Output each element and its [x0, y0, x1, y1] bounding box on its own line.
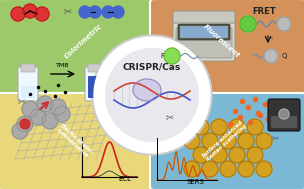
Text: Fluorescent: Fluorescent [202, 23, 240, 59]
FancyBboxPatch shape [88, 76, 102, 98]
Circle shape [202, 161, 218, 177]
Text: ✂: ✂ [271, 135, 278, 143]
FancyBboxPatch shape [18, 67, 38, 101]
Circle shape [54, 106, 70, 122]
FancyBboxPatch shape [271, 116, 297, 128]
Text: CRISPR/Cas: CRISPR/Cas [123, 63, 181, 71]
Circle shape [50, 99, 66, 115]
FancyBboxPatch shape [173, 15, 235, 61]
Circle shape [30, 109, 46, 125]
Circle shape [256, 133, 272, 149]
Circle shape [238, 133, 254, 149]
FancyBboxPatch shape [180, 26, 228, 38]
Circle shape [164, 48, 180, 64]
FancyBboxPatch shape [268, 99, 300, 131]
Circle shape [229, 119, 245, 135]
Circle shape [11, 7, 25, 21]
Circle shape [20, 119, 30, 129]
Text: ✂: ✂ [18, 96, 26, 106]
Circle shape [240, 16, 256, 32]
Circle shape [279, 109, 289, 119]
Circle shape [193, 119, 209, 135]
Circle shape [35, 7, 49, 21]
FancyBboxPatch shape [21, 86, 35, 98]
Text: ✂: ✂ [268, 36, 274, 42]
Circle shape [112, 6, 124, 18]
Circle shape [37, 96, 53, 112]
Circle shape [220, 161, 236, 177]
Circle shape [211, 147, 227, 163]
FancyBboxPatch shape [150, 93, 304, 189]
Circle shape [17, 116, 33, 132]
FancyBboxPatch shape [173, 11, 235, 23]
Circle shape [277, 17, 291, 31]
Text: Surface-enhanced
Raman scattering: Surface-enhanced Raman scattering [202, 119, 248, 163]
Circle shape [229, 147, 245, 163]
Circle shape [102, 6, 114, 18]
Circle shape [247, 119, 263, 135]
Text: TMB: TMB [56, 63, 70, 68]
FancyBboxPatch shape [21, 64, 35, 72]
FancyBboxPatch shape [178, 24, 230, 40]
Circle shape [12, 123, 28, 139]
Ellipse shape [133, 79, 161, 101]
Text: ECL: ECL [119, 176, 132, 182]
Circle shape [105, 49, 199, 141]
Text: ✂: ✂ [166, 112, 174, 122]
Circle shape [94, 37, 210, 153]
Circle shape [22, 101, 38, 117]
Text: SERS: SERS [186, 179, 204, 185]
Circle shape [238, 161, 254, 177]
Text: FRET: FRET [252, 6, 276, 15]
Circle shape [247, 147, 263, 163]
Circle shape [202, 133, 218, 149]
Circle shape [193, 147, 209, 163]
Circle shape [23, 4, 37, 18]
FancyBboxPatch shape [150, 0, 304, 96]
Circle shape [256, 161, 272, 177]
Text: ✂: ✂ [64, 6, 72, 16]
Text: Colorimetric: Colorimetric [63, 23, 103, 59]
Circle shape [184, 133, 200, 149]
Circle shape [264, 49, 278, 63]
FancyBboxPatch shape [0, 0, 154, 96]
FancyBboxPatch shape [88, 64, 102, 72]
Circle shape [92, 35, 212, 155]
FancyBboxPatch shape [0, 93, 154, 189]
FancyBboxPatch shape [176, 28, 232, 58]
Text: Electro-chemi-
luminescence: Electro-chemi- luminescence [56, 123, 95, 159]
Circle shape [184, 161, 200, 177]
Circle shape [211, 119, 227, 135]
Text: F: F [160, 53, 164, 59]
Circle shape [220, 133, 236, 149]
Circle shape [89, 6, 101, 18]
Circle shape [79, 6, 91, 18]
Circle shape [42, 113, 58, 129]
Text: Q: Q [282, 53, 287, 59]
FancyBboxPatch shape [85, 67, 105, 101]
